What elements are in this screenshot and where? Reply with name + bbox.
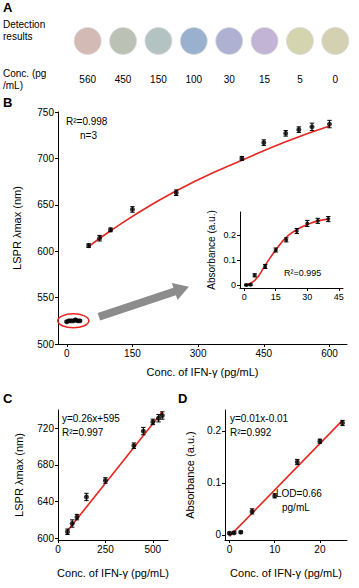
svg-text:750: 750 xyxy=(37,107,54,118)
svg-text:n=3: n=3 xyxy=(80,130,97,141)
svg-text:0: 0 xyxy=(231,280,236,290)
svg-text:Absorbance (a.u.): Absorbance (a.u.) xyxy=(206,210,217,290)
svg-text:30: 30 xyxy=(224,74,236,85)
svg-text:450: 450 xyxy=(255,348,272,359)
svg-text:results: results xyxy=(3,31,32,42)
svg-text:y=0.26x+595: y=0.26x+595 xyxy=(62,413,120,424)
svg-text:0: 0 xyxy=(215,529,221,540)
svg-text:600: 600 xyxy=(37,246,54,257)
svg-text:0: 0 xyxy=(64,348,70,359)
svg-text:R²=0.992: R²=0.992 xyxy=(230,427,272,438)
svg-text:R²=0.995: R²=0.995 xyxy=(284,268,321,278)
svg-text:R²=0.997: R²=0.997 xyxy=(62,427,104,438)
svg-text:15: 15 xyxy=(271,292,281,302)
svg-text:A: A xyxy=(3,0,13,15)
svg-text:Conc. of IFN-γ (pg/mL): Conc. of IFN-γ (pg/mL) xyxy=(57,567,169,579)
svg-text:300: 300 xyxy=(190,348,207,359)
svg-text:Conc. (pg: Conc. (pg xyxy=(3,68,46,79)
svg-text:30: 30 xyxy=(302,292,312,302)
svg-text:650: 650 xyxy=(37,199,54,210)
svg-text:600: 600 xyxy=(37,533,54,544)
svg-text:15: 15 xyxy=(259,74,271,85)
svg-text:250: 250 xyxy=(97,544,114,555)
svg-text:680: 680 xyxy=(37,459,54,470)
svg-text:C: C xyxy=(3,391,13,406)
svg-text:20: 20 xyxy=(314,544,326,555)
svg-text:/mL): /mL) xyxy=(3,80,23,91)
svg-text:0.1: 0.1 xyxy=(207,477,221,488)
svg-text:560: 560 xyxy=(79,74,96,85)
svg-text:600: 600 xyxy=(321,348,338,359)
svg-text:Absorbance (a.u.): Absorbance (a.u.) xyxy=(184,431,196,518)
svg-text:100: 100 xyxy=(185,74,202,85)
svg-text:500: 500 xyxy=(37,339,54,350)
svg-text:R²=0.998: R²=0.998 xyxy=(66,116,108,127)
svg-text:0: 0 xyxy=(333,74,339,85)
svg-text:Conc. of IFN-γ (pg/mL): Conc. of IFN-γ (pg/mL) xyxy=(230,567,342,579)
svg-text:0: 0 xyxy=(227,544,233,555)
svg-text:450: 450 xyxy=(115,74,132,85)
svg-text:0.2: 0.2 xyxy=(207,425,221,436)
svg-text:640: 640 xyxy=(37,496,54,507)
svg-text:LSPR λmax (nm): LSPR λmax (nm) xyxy=(13,433,25,517)
svg-text:500: 500 xyxy=(144,544,161,555)
svg-text:0: 0 xyxy=(55,544,61,555)
svg-text:720: 720 xyxy=(37,423,54,434)
svg-text:550: 550 xyxy=(37,292,54,303)
svg-text:D: D xyxy=(178,391,187,406)
svg-text:Detection: Detection xyxy=(3,19,48,30)
svg-text:pg/mL: pg/mL xyxy=(282,502,310,513)
svg-text:150: 150 xyxy=(150,74,167,85)
svg-text:5: 5 xyxy=(297,74,303,85)
svg-text:0.1: 0.1 xyxy=(223,255,236,265)
svg-text:0.2: 0.2 xyxy=(223,230,236,240)
svg-text:45: 45 xyxy=(334,292,344,302)
svg-text:B: B xyxy=(3,95,12,110)
svg-text:y=0.01x-0.01: y=0.01x-0.01 xyxy=(230,413,289,424)
svg-text:LSPR λmax (nm): LSPR λmax (nm) xyxy=(11,186,23,270)
svg-text:10: 10 xyxy=(269,544,281,555)
svg-text:Conc. of IFN-γ (pg/mL): Conc. of IFN-γ (pg/mL) xyxy=(147,366,259,378)
svg-text:LOD=0.66: LOD=0.66 xyxy=(276,488,322,499)
svg-text:0: 0 xyxy=(242,292,247,302)
svg-text:700: 700 xyxy=(37,153,54,164)
svg-text:150: 150 xyxy=(124,348,141,359)
